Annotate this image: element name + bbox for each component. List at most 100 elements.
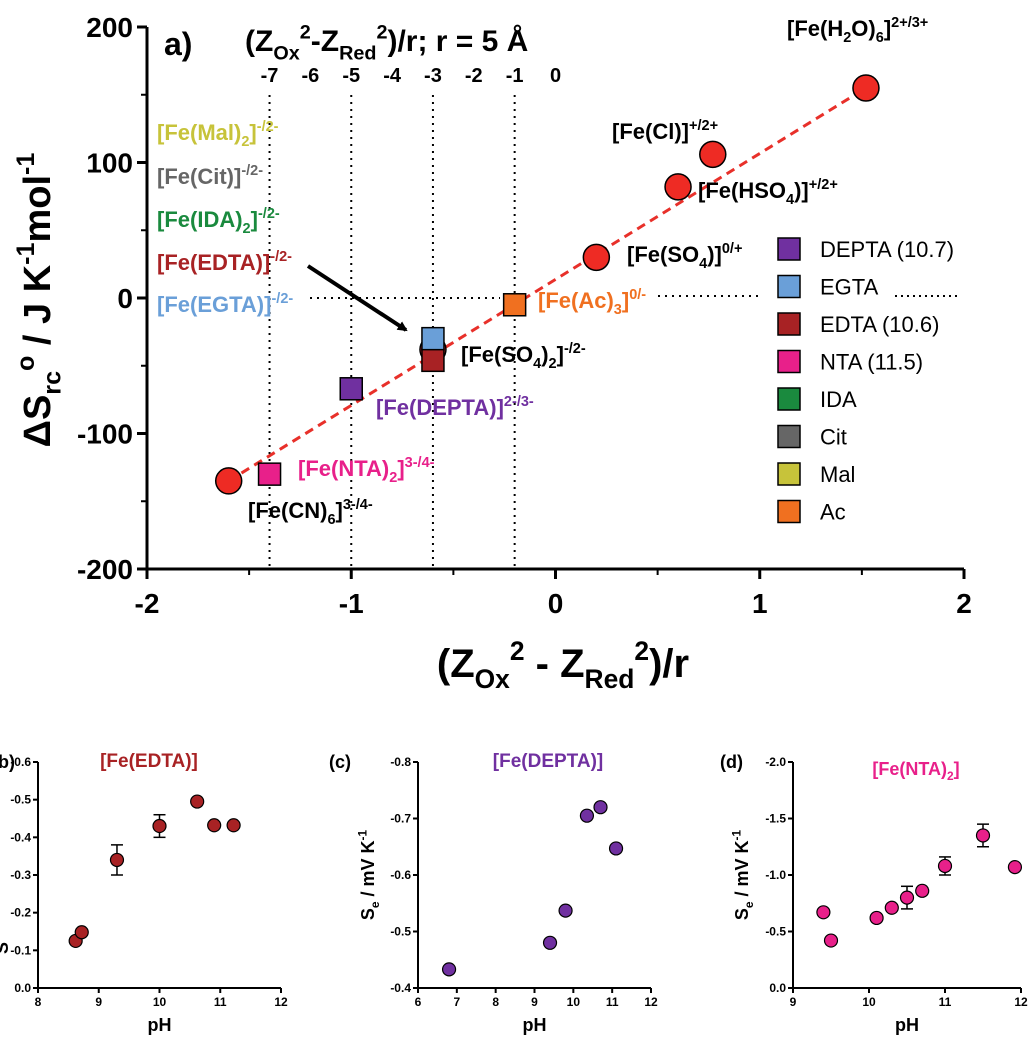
y-tick-label: -100 [77, 419, 133, 450]
legend-swatch [777, 349, 801, 374]
text-part: -/2- [271, 291, 293, 307]
text-part: -/2- [258, 206, 280, 222]
y-axis-title: Se / mV K-1 [355, 830, 382, 921]
text-part: [Fe(Mal) [157, 120, 241, 145]
data-point-circle [899, 890, 915, 905]
legend-swatch [777, 237, 801, 261]
text-part: 2 [549, 356, 557, 372]
data-point-circle [664, 173, 692, 201]
point-label: [Fe(H2O)6]2+/3+ [787, 15, 928, 46]
x-tick-label: 11 [939, 995, 952, 1009]
y-axis-title: S [0, 942, 12, 954]
text-part: ] [249, 120, 256, 145]
text-part: [Fe(EGTA)] [157, 292, 271, 317]
text-part: )] [707, 242, 722, 267]
data-point-circle [74, 925, 89, 940]
top-axis-tick-label: -1 [506, 65, 524, 87]
x-tick-label: 7 [453, 995, 460, 1009]
data-point-circle [884, 900, 899, 915]
legend-label: IDA [820, 387, 857, 412]
data-point-circle [579, 808, 595, 823]
ligand-label: [Fe(IDA)2]-/2- [157, 206, 280, 237]
legend-label: EGTA [820, 275, 879, 300]
text-part: 4 [786, 192, 794, 208]
panel-label: a) [164, 26, 192, 62]
panel-title: [Fe(EDTA)] [100, 751, 198, 772]
text-part: [Fe(Ac) [538, 288, 614, 313]
top-axis-title: (ZOx2-ZRed2)/r; r = 5 Å [245, 21, 528, 64]
text-part: 2 [389, 470, 397, 486]
top-axis-tick-label: -5 [342, 65, 360, 87]
text-part: [Fe(SO [627, 242, 699, 267]
ligand-label: [Fe(Mal)2]-/2- [157, 119, 279, 150]
legend-swatch [777, 424, 801, 449]
point-label: [Fe(SO4)2]-/2- [461, 341, 586, 372]
text-part: 2+/3+ [891, 15, 928, 31]
text-part: ] [251, 207, 258, 232]
y-tick-label: -1.5 [765, 812, 786, 826]
text-part: 2 [634, 636, 649, 666]
y-tick-label: -0.1 [10, 943, 31, 957]
text-part: )/r [649, 642, 689, 686]
y-tick-label: 0.0 [769, 981, 786, 995]
text-part: ] [622, 288, 629, 313]
y-tick-label: -200 [77, 554, 133, 585]
panel-label: (c) [329, 752, 351, 772]
text-part: -/2- [241, 163, 263, 179]
text-part: / mV K [358, 840, 378, 901]
text-part: 3-/4- [343, 497, 373, 513]
text-part: Red [339, 42, 376, 64]
x-tick-label: 9 [95, 995, 102, 1009]
x-axis-title: pH [148, 1015, 172, 1035]
top-axis-tick-label: -4 [383, 65, 402, 87]
y-tick-label: -0.8 [390, 755, 411, 769]
y-tick-label: -0.4 [390, 981, 411, 995]
y-axis-title: ΔSrco / J K-1mol-1 [12, 153, 67, 448]
x-tick-label: 10 [862, 995, 876, 1009]
data-point-circle [226, 818, 241, 833]
top-axis-tick-label: -3 [424, 65, 442, 87]
text-part: [Fe(DEPTA)] [376, 395, 504, 420]
text-part: [Fe(EDTA)] [157, 250, 270, 275]
x-tick-label: 10 [567, 995, 581, 1009]
data-point-circle [214, 467, 243, 495]
data-point-circle [190, 794, 205, 809]
x-tick-label: 10 [153, 995, 167, 1009]
text-part: )/r; r = 5 Å [387, 25, 528, 58]
text-part: +/2+ [689, 118, 718, 134]
text-part: Red [585, 664, 635, 694]
text-part: -/2- [564, 341, 586, 357]
data-point-circle [593, 800, 608, 815]
y-tick-label: -0.3 [10, 868, 31, 882]
text-part: S [358, 908, 378, 920]
text-part: [Fe(CN) [248, 498, 327, 523]
ligand-label: [Fe(EDTA)]-/2- [157, 249, 292, 275]
panel-label: (b) [0, 752, 15, 772]
linear-fit-line [227, 86, 867, 483]
text-part: 4 [533, 356, 541, 372]
x-axis-title: (ZOx2 - ZRed2)/r [437, 636, 689, 694]
legend-label: NTA (11.5) [820, 350, 923, 375]
y-tick-label: 0.0 [14, 981, 31, 995]
text-part: e [742, 901, 756, 908]
text-part: 3-/4- [405, 455, 435, 471]
text-part: -1 [12, 242, 40, 264]
text-part: 0/+ [722, 241, 743, 257]
text-part: )] [794, 178, 809, 203]
x-tick-label: 8 [492, 995, 499, 1009]
data-point-square [257, 462, 282, 486]
y-tick-label: -0.5 [765, 925, 786, 939]
data-point-square [421, 326, 445, 351]
text-part: 3 [614, 302, 622, 318]
x-tick-label: -2 [135, 588, 160, 619]
legend-label: EDTA (10.6) [820, 312, 939, 337]
text-part: S [732, 908, 752, 920]
text-part: +/2+ [809, 177, 838, 193]
text-part: ] [884, 16, 891, 41]
text-part: Ox [273, 42, 299, 64]
legend-swatch [777, 274, 801, 299]
x-tick-label: 1 [752, 588, 768, 619]
text-part: [Fe(Cit)] [157, 164, 241, 189]
